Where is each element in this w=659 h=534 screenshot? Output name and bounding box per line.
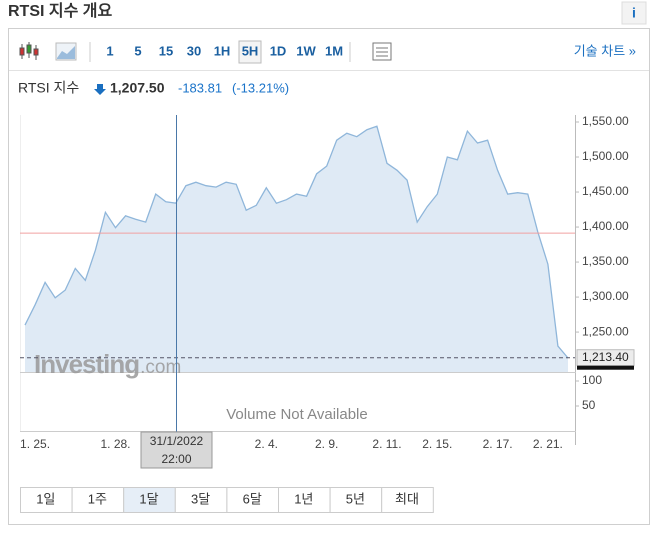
area-fill	[25, 126, 568, 372]
interval-selected[interactable]	[238, 40, 262, 64]
technical-chart-link[interactable]: 기술 차트 »	[574, 43, 636, 58]
range-button[interactable]	[174, 487, 228, 513]
interval-button[interactable]: 15	[159, 43, 173, 58]
y-tick-label: 1,500.00	[582, 149, 629, 163]
range-button[interactable]	[20, 487, 73, 513]
plot: Investing .com 1,250.00 1,300.00 1,350.00 1,4…	[20, 114, 635, 451]
quote-name: RTSI 지수	[18, 80, 79, 96]
y-tick-label: 1,250.00	[582, 324, 629, 338]
interval-button[interactable]: 1	[106, 43, 113, 58]
range-label[interactable]: 3달	[191, 491, 210, 506]
volume-note: Volume Not Available	[226, 406, 367, 423]
range-button[interactable]	[329, 487, 383, 513]
range-label[interactable]: 1달	[139, 491, 158, 506]
range-label[interactable]: 최대	[395, 491, 419, 506]
x-tick-label: 2. 4.	[255, 437, 278, 451]
interval-button[interactable]: 5H	[242, 43, 259, 58]
x-tick-label: 2. 9.	[315, 437, 338, 451]
crosshair-time: 22:00	[161, 452, 191, 466]
range-label[interactable]: 1년	[294, 491, 313, 506]
x-tick-label: 2. 17.	[483, 437, 513, 451]
y2-tick-label: 50	[582, 398, 596, 412]
y-tick-label: 1,350.00	[582, 254, 629, 268]
range-label[interactable]: 1주	[88, 491, 107, 506]
candle-icon[interactable]	[19, 42, 39, 60]
x-tick-label: 1. 28.	[100, 437, 130, 451]
quote-price: 1,207.50	[110, 80, 165, 96]
x-tick-label: 2. 15.	[422, 437, 452, 451]
panel-border	[8, 28, 650, 525]
range-label[interactable]: 5년	[346, 491, 365, 506]
x-tick-label: 2. 11.	[372, 437, 401, 451]
x-tick-label: 1. 25.	[20, 437, 50, 451]
range-label[interactable]: 6달	[243, 491, 262, 506]
last-value-label: 1,213.40	[582, 350, 629, 364]
range-label[interactable]: 1일	[36, 491, 55, 506]
range-buttons: 1일 1주 1달 3달 6달 1년 5년 최대	[20, 487, 434, 513]
interval-button[interactable]: 1W	[296, 43, 316, 58]
interval-button[interactable]: 1D	[270, 43, 287, 58]
interval-button[interactable]: 30	[187, 43, 201, 58]
interval-button[interactable]: 1H	[214, 43, 231, 58]
crosshair-label-box	[140, 431, 213, 469]
quote-change-percent: (-13.21%)	[232, 80, 289, 95]
crosshair-date: 31/1/2022	[150, 434, 204, 448]
info-icon: i	[632, 5, 636, 21]
y-tick-label: 1,300.00	[582, 289, 629, 303]
down-arrow	[94, 84, 106, 95]
y-tick-label: 1,550.00	[582, 114, 629, 128]
interval-button[interactable]: 5	[134, 43, 141, 58]
quote-change: -183.81	[178, 80, 222, 95]
price-line	[24, 125, 569, 359]
area-icon[interactable]	[55, 42, 77, 61]
watermark-suffix: .com	[140, 357, 181, 378]
y-tick-label: 1,450.00	[582, 184, 629, 198]
table-icon[interactable]	[372, 42, 392, 61]
range-button[interactable]	[226, 487, 279, 513]
title: RTSI 지수 개요	[8, 1, 112, 20]
interval-button[interactable]: 1M	[325, 43, 343, 58]
watermark-brand: Investing	[34, 349, 139, 379]
range-button[interactable]	[381, 487, 434, 513]
range-button[interactable]	[123, 487, 176, 513]
y2-tick-label: 100	[582, 373, 602, 387]
overlay: Volume Not Available 31/1/2022 22:00	[140, 115, 368, 469]
last-value-bar	[577, 365, 634, 370]
y-tick-label: 1,400.00	[582, 219, 629, 233]
info-button[interactable]	[621, 1, 647, 25]
x-tick-label: 2. 21.	[533, 437, 563, 451]
